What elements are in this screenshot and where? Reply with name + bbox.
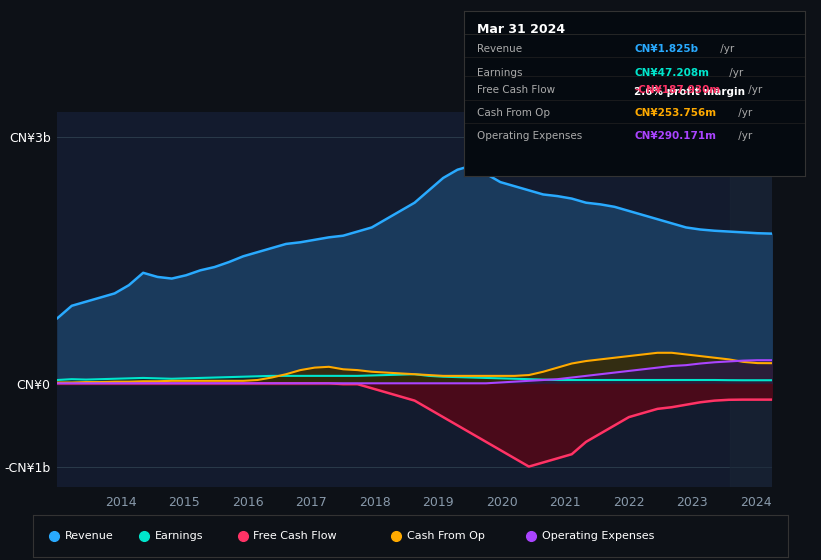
Text: /yr: /yr (736, 131, 753, 141)
Text: 2.6% profit margin: 2.6% profit margin (635, 87, 745, 97)
Text: Operating Expenses: Operating Expenses (478, 131, 583, 141)
Text: -CN¥187.930m: -CN¥187.930m (635, 85, 721, 95)
Text: Earnings: Earnings (154, 531, 203, 541)
Text: Cash From Op: Cash From Op (478, 108, 551, 118)
Text: Cash From Op: Cash From Op (406, 531, 484, 541)
Text: CN¥47.208m: CN¥47.208m (635, 68, 709, 78)
Text: Revenue: Revenue (478, 44, 523, 54)
Text: Free Cash Flow: Free Cash Flow (254, 531, 337, 541)
Text: CN¥290.171m: CN¥290.171m (635, 131, 716, 141)
Text: Operating Expenses: Operating Expenses (542, 531, 654, 541)
Text: CN¥253.756m: CN¥253.756m (635, 108, 717, 118)
Bar (731, 112, 772, 487)
Text: Earnings: Earnings (478, 68, 523, 78)
Text: /yr: /yr (727, 68, 744, 78)
Text: Mar 31 2024: Mar 31 2024 (478, 23, 566, 36)
Text: Revenue: Revenue (65, 531, 113, 541)
Text: Free Cash Flow: Free Cash Flow (478, 85, 556, 95)
Text: CN¥1.825b: CN¥1.825b (635, 44, 699, 54)
Text: /yr: /yr (717, 44, 734, 54)
Text: /yr: /yr (736, 108, 753, 118)
Text: /yr: /yr (745, 85, 762, 95)
